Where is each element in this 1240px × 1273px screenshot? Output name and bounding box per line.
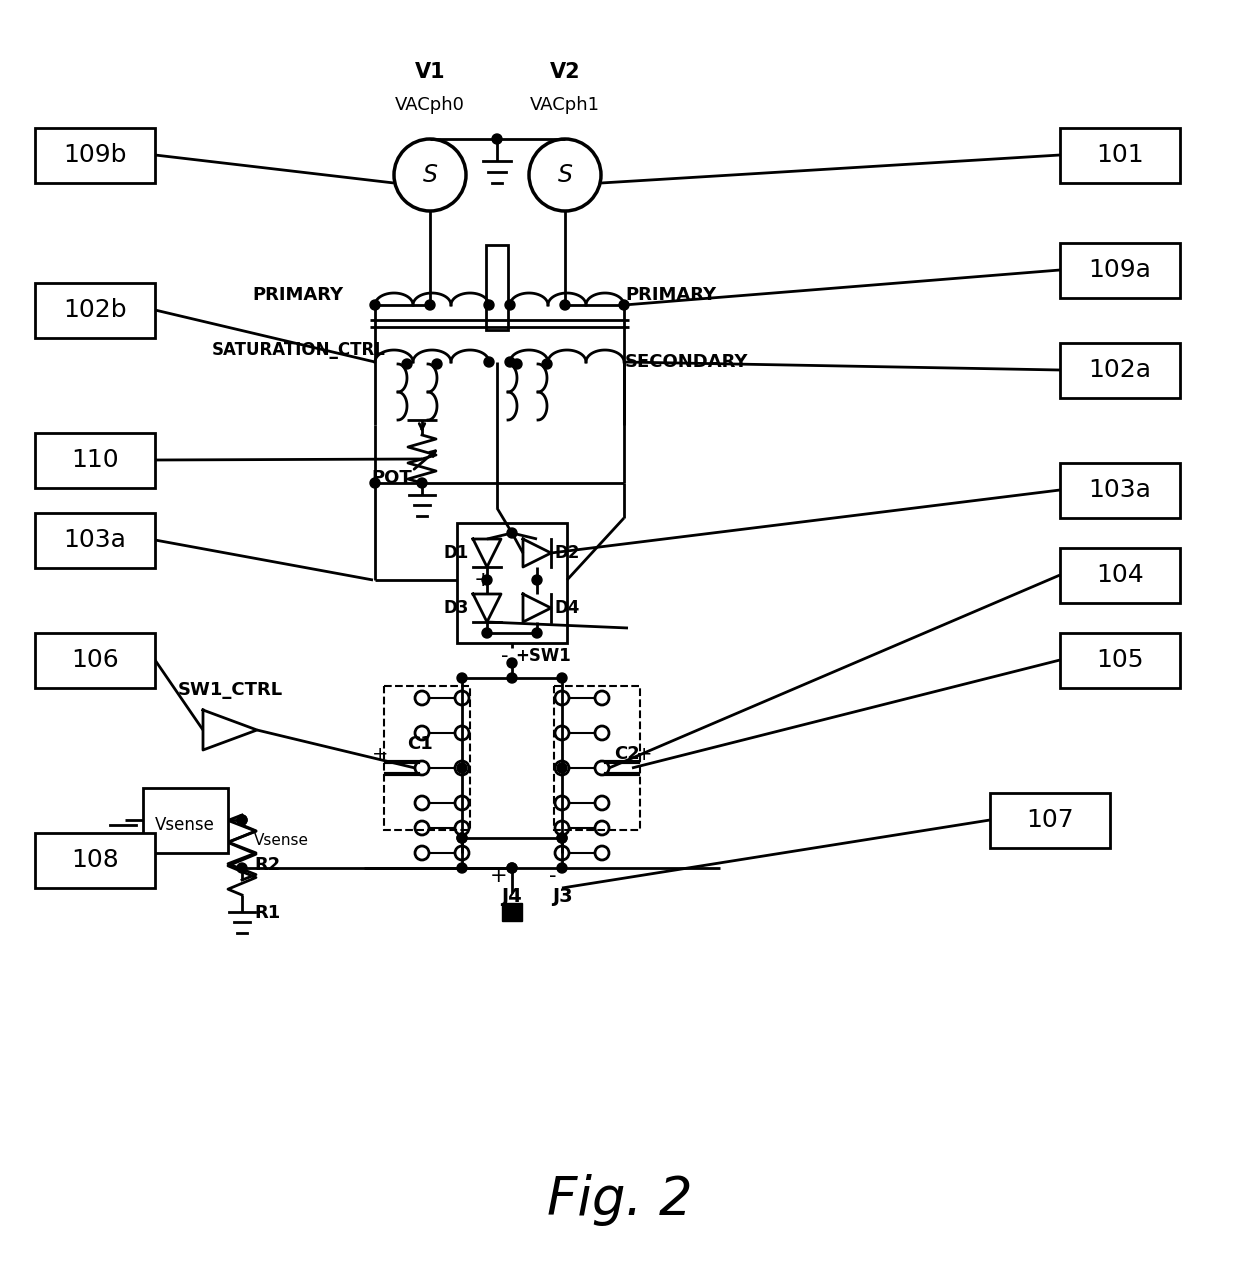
Circle shape (458, 673, 467, 684)
Circle shape (560, 300, 570, 311)
Text: D4: D4 (556, 600, 580, 617)
FancyBboxPatch shape (35, 283, 155, 337)
FancyBboxPatch shape (1060, 547, 1180, 602)
FancyBboxPatch shape (35, 633, 155, 687)
Text: 106: 106 (71, 648, 119, 672)
Text: S: S (423, 163, 438, 187)
Circle shape (512, 359, 522, 369)
Text: PRIMARY: PRIMARY (252, 286, 343, 304)
Text: 104: 104 (1096, 563, 1143, 587)
Text: +SW1: +SW1 (515, 647, 570, 665)
Circle shape (557, 673, 567, 684)
Circle shape (425, 300, 435, 311)
Circle shape (505, 300, 515, 311)
Text: V2: V2 (549, 62, 580, 81)
Circle shape (557, 833, 567, 843)
Circle shape (557, 833, 567, 843)
Text: 102b: 102b (63, 298, 126, 322)
Text: 110: 110 (71, 448, 119, 472)
Circle shape (370, 477, 379, 488)
FancyBboxPatch shape (143, 788, 228, 853)
Text: PRIMARY: PRIMARY (625, 286, 717, 304)
Circle shape (505, 356, 515, 367)
FancyBboxPatch shape (458, 523, 567, 643)
Text: Fig. 2: Fig. 2 (547, 1174, 693, 1226)
Text: VACph0: VACph0 (396, 95, 465, 115)
Circle shape (432, 359, 441, 369)
Text: Vsense: Vsense (155, 816, 215, 834)
Circle shape (417, 477, 427, 488)
Text: J3: J3 (552, 886, 573, 905)
Text: +: + (474, 570, 492, 589)
FancyBboxPatch shape (35, 433, 155, 488)
Circle shape (532, 628, 542, 638)
Text: 105: 105 (1096, 648, 1143, 672)
Text: VACph1: VACph1 (529, 95, 600, 115)
Text: 109b: 109b (63, 143, 126, 167)
Circle shape (557, 763, 567, 773)
Text: 107: 107 (1027, 808, 1074, 833)
FancyBboxPatch shape (486, 244, 508, 330)
Circle shape (482, 575, 492, 586)
Circle shape (482, 628, 492, 638)
Circle shape (458, 763, 467, 773)
Text: V1: V1 (414, 62, 445, 81)
Text: D1: D1 (444, 544, 469, 561)
Text: +: + (636, 745, 652, 764)
Circle shape (237, 863, 247, 873)
Circle shape (484, 356, 494, 367)
Circle shape (458, 863, 467, 873)
Circle shape (507, 863, 517, 873)
FancyBboxPatch shape (35, 127, 155, 182)
FancyBboxPatch shape (1060, 462, 1180, 518)
FancyBboxPatch shape (35, 833, 155, 887)
Text: R1: R1 (254, 904, 280, 922)
FancyBboxPatch shape (1060, 342, 1180, 397)
Circle shape (402, 359, 412, 369)
Circle shape (370, 300, 379, 311)
FancyBboxPatch shape (1060, 127, 1180, 182)
Circle shape (619, 300, 629, 311)
Text: -: - (549, 866, 557, 886)
Text: 101: 101 (1096, 143, 1143, 167)
Text: 108: 108 (71, 848, 119, 872)
Circle shape (458, 833, 467, 843)
Text: SW1_CTRL: SW1_CTRL (177, 681, 283, 699)
Text: D3: D3 (444, 600, 469, 617)
FancyBboxPatch shape (1060, 242, 1180, 298)
FancyBboxPatch shape (1060, 633, 1180, 687)
Circle shape (507, 673, 517, 684)
Circle shape (507, 863, 517, 873)
Text: Vsense: Vsense (254, 833, 309, 848)
FancyBboxPatch shape (990, 793, 1110, 848)
Circle shape (507, 528, 517, 538)
Circle shape (492, 134, 502, 144)
Circle shape (557, 863, 567, 873)
Text: J4: J4 (502, 886, 522, 905)
Circle shape (507, 658, 517, 668)
Circle shape (532, 575, 542, 586)
Circle shape (237, 815, 247, 825)
Text: +: + (372, 745, 388, 764)
FancyBboxPatch shape (35, 513, 155, 568)
Circle shape (237, 815, 247, 825)
Text: S: S (558, 163, 573, 187)
Text: +: + (490, 866, 507, 886)
Text: 103a: 103a (63, 528, 126, 552)
Text: SATURATION_CTRL: SATURATION_CTRL (212, 341, 386, 359)
Text: C2: C2 (614, 745, 640, 763)
Text: SECONDARY: SECONDARY (625, 353, 749, 370)
Text: 103a: 103a (1089, 477, 1152, 502)
Circle shape (542, 359, 552, 369)
Text: D2: D2 (556, 544, 580, 561)
Text: 109a: 109a (1089, 258, 1152, 283)
Text: C1: C1 (407, 735, 433, 754)
FancyBboxPatch shape (502, 903, 522, 920)
Circle shape (458, 833, 467, 843)
Circle shape (484, 300, 494, 311)
Text: -: - (501, 645, 508, 666)
Text: 102a: 102a (1089, 358, 1152, 382)
Text: POT: POT (371, 468, 412, 488)
Text: R2: R2 (254, 855, 280, 875)
